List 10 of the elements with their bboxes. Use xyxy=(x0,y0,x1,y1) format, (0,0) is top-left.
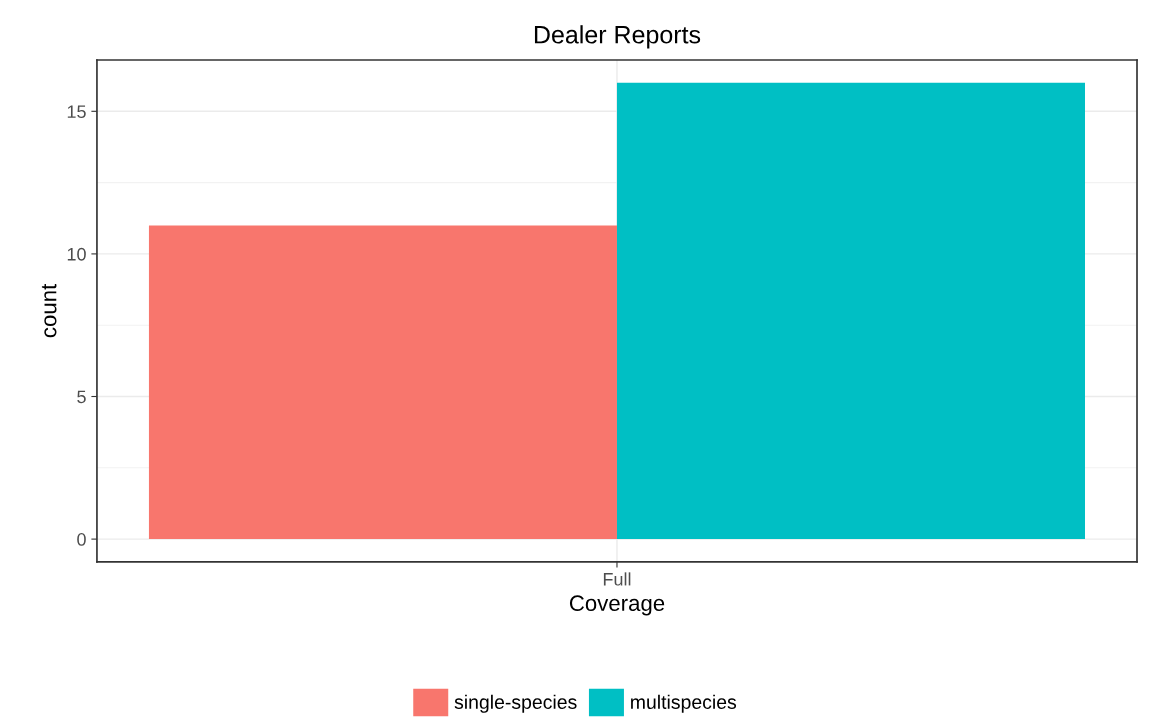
y-tick-label: 15 xyxy=(67,105,86,119)
y-tick-label: 5 xyxy=(77,390,86,404)
y-tick-label: 0 xyxy=(77,533,86,546)
y-axis-title: count xyxy=(41,283,57,338)
x-axis-title: Coverage xyxy=(569,595,665,616)
x-tick-label: Full xyxy=(603,572,631,586)
legend-label: multispecies xyxy=(631,694,737,713)
chart-title: Dealer Reports xyxy=(534,25,701,49)
legend-label: single-species xyxy=(454,694,577,713)
y-tick-label: 10 xyxy=(67,247,86,261)
